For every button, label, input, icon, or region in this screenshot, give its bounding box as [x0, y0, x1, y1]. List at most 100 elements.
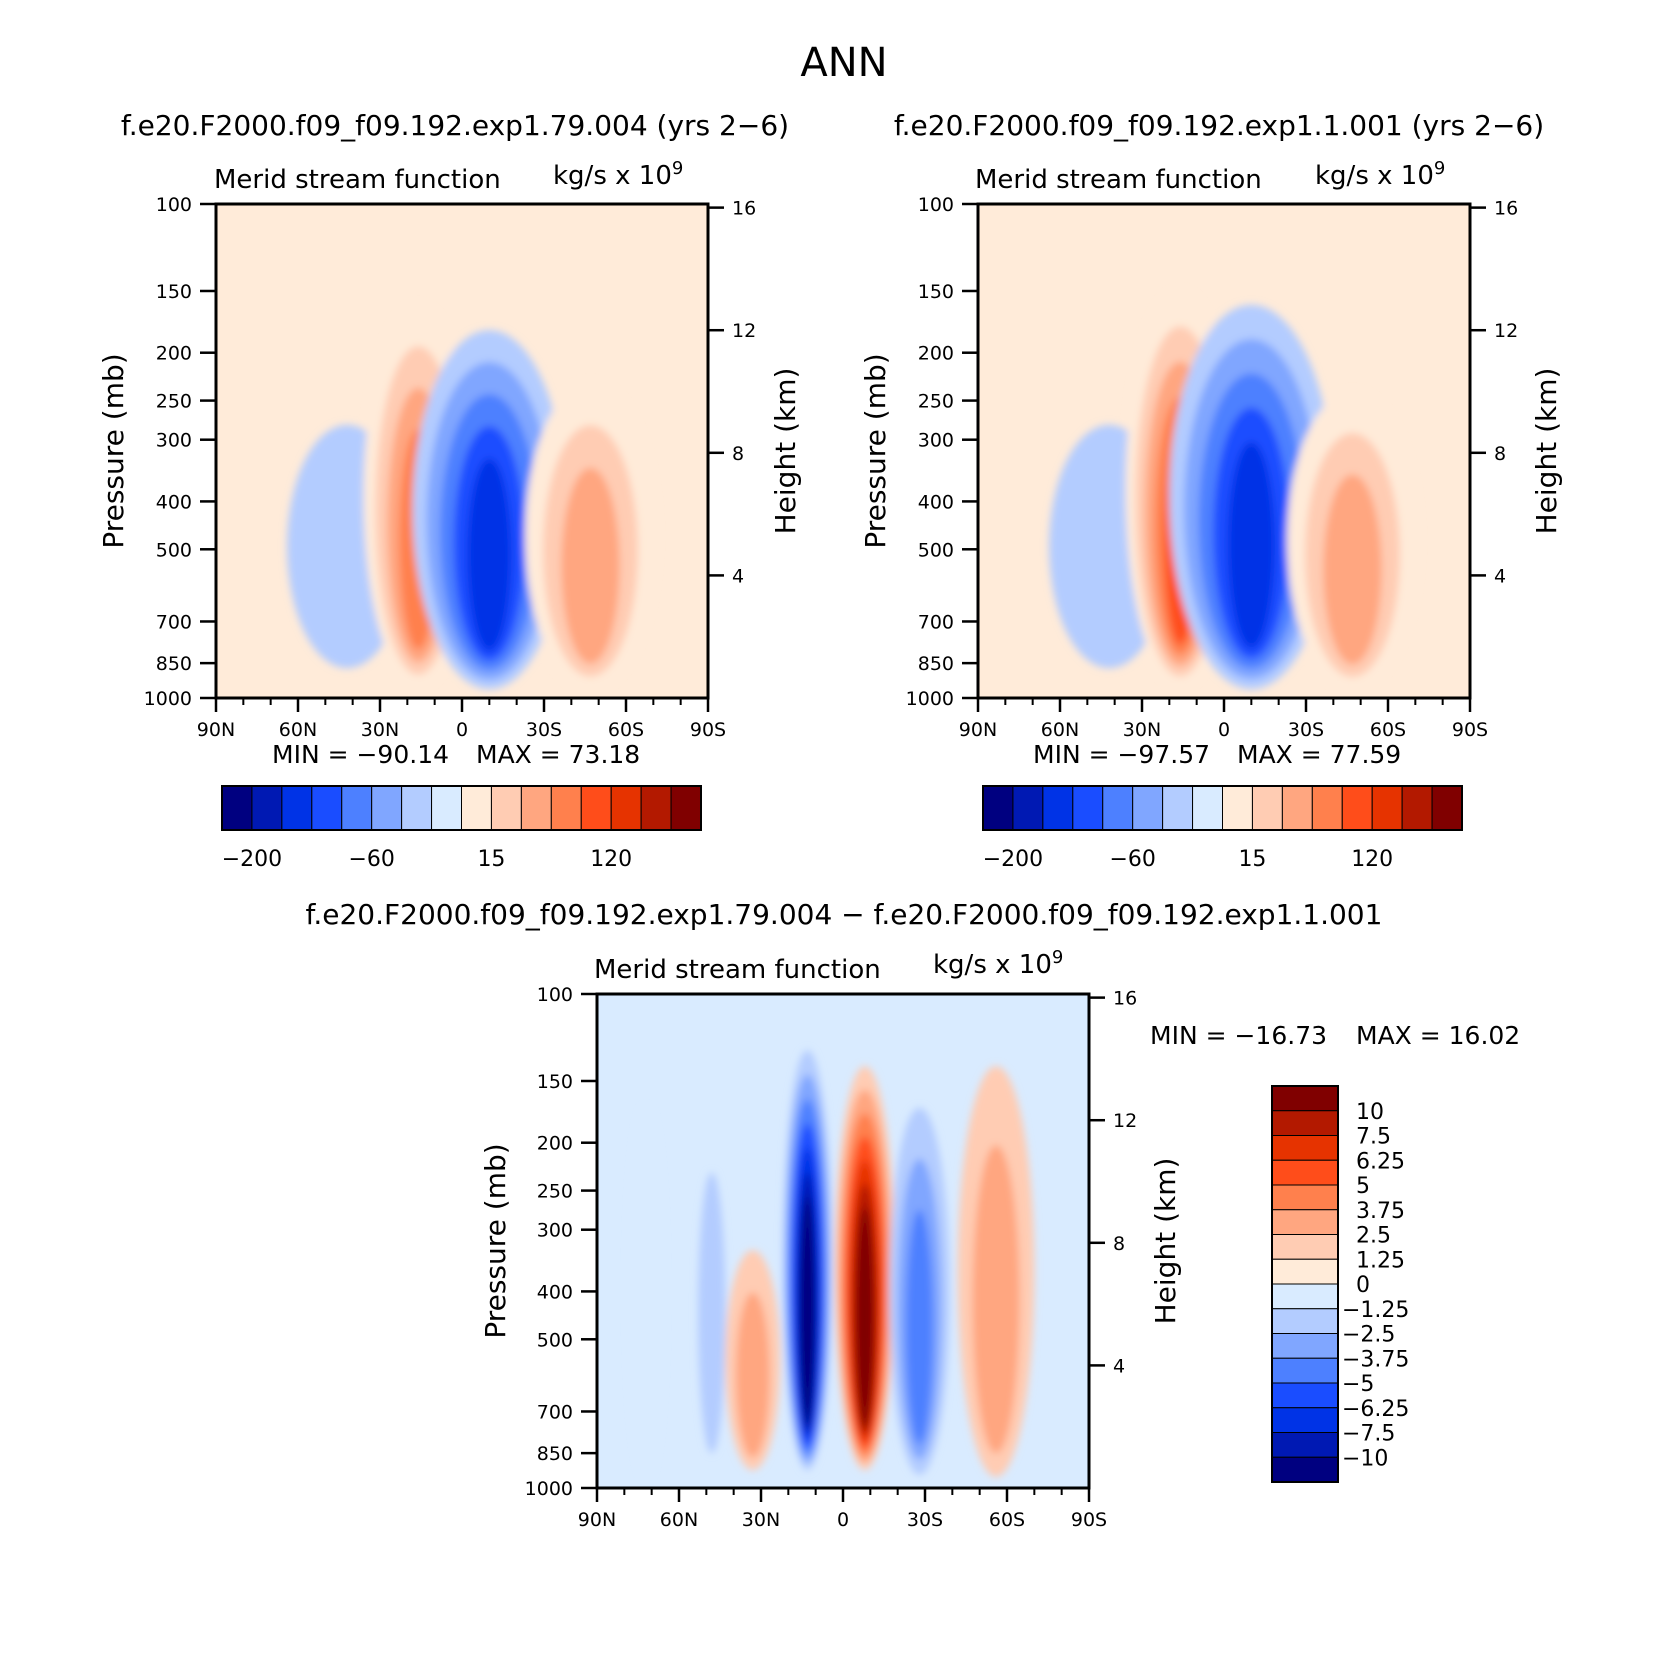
colorbar-swatch [1042, 785, 1074, 831]
colorbar-label: 3.75 [1356, 1199, 1405, 1224]
y-tick-label: 100 [537, 984, 573, 1006]
height-tick-label: 8 [732, 443, 744, 465]
x-tick-label: 0 [837, 1509, 849, 1531]
contour-cell [698, 1172, 726, 1454]
colorbar-swatch [982, 785, 1014, 831]
colorbar-swatch [1012, 785, 1044, 831]
y-tick-label: 850 [156, 653, 192, 675]
min-value: MIN = −90.14 [272, 740, 449, 769]
y-tick-label: 700 [156, 611, 192, 633]
colorbar-swatch [371, 785, 403, 831]
y-axis-label-right: Height (km) [1530, 368, 1563, 535]
subtitle-left: Merid stream function [975, 165, 1262, 195]
y-tick-label: 200 [537, 1133, 573, 1155]
colorbar-swatch [1271, 1407, 1339, 1433]
colorbar-swatch [1271, 1258, 1339, 1285]
y-tick-label: 100 [918, 194, 954, 216]
y-tick-label: 400 [156, 491, 192, 513]
x-tick-label: 30N [361, 719, 399, 741]
colorbar-label: −5 [1342, 1372, 1374, 1397]
y-tick-label: 250 [537, 1181, 573, 1203]
colorbar-label: 10 [1356, 1100, 1384, 1125]
y-tick-label: 300 [156, 430, 192, 452]
units-text: kg/s x 10 [933, 950, 1052, 980]
latitude-axis: 90N 60N 30N 0 30S 60S 90S [578, 1488, 1107, 1531]
y-tick-label: 150 [537, 1071, 573, 1093]
pressure-axis: 100 150 200 250 300 400 500 700 850 1000 [525, 984, 597, 1500]
colorbar-swatch [431, 785, 462, 831]
units-exponent: 9 [1434, 158, 1445, 179]
contour-cell [1227, 442, 1275, 649]
colorbar-swatch [281, 785, 313, 831]
height-tick-label: 4 [1113, 1355, 1125, 1377]
colorbar-swatch [221, 785, 253, 831]
y-tick-label: 300 [537, 1220, 573, 1242]
y-tick-label: 200 [156, 343, 192, 365]
subtitle-left: Merid stream function [214, 165, 501, 195]
y-tick-label: 250 [918, 391, 954, 413]
units-label: kg/s x 109 [1315, 158, 1445, 191]
colorbar-swatch [640, 785, 672, 831]
colorbar-swatch [1271, 1333, 1339, 1359]
colorbar-swatch [1271, 1357, 1339, 1384]
x-tick-label: 60S [1370, 719, 1406, 741]
y-axis-label: Pressure (mb) [859, 353, 892, 548]
y-tick-label: 700 [918, 611, 954, 633]
x-tick-label: 90S [1071, 1509, 1107, 1531]
colorbar-swatch [1162, 785, 1194, 831]
colorbar-swatch [1271, 1209, 1339, 1235]
x-tick-label: 30N [1123, 719, 1161, 741]
colorbar-swatch [1072, 785, 1104, 831]
colorbar-swatch [1271, 1283, 1339, 1310]
height-tick-label: 4 [732, 565, 744, 587]
colorbar-swatch [1251, 785, 1283, 831]
y-tick-label: 850 [537, 1443, 573, 1465]
colorbar-swatch [520, 785, 552, 831]
colorbar-swatch [1132, 785, 1164, 831]
y-tick-label: 1000 [144, 688, 192, 710]
colorbar-label: −60 [348, 847, 394, 872]
min-value: MIN = −97.57 [1033, 740, 1210, 769]
subtitle-left: Merid stream function [594, 955, 881, 985]
colorbar-frame [1271, 1085, 1339, 1483]
max-value: MAX = 73.18 [476, 740, 640, 769]
units-exponent: 9 [1052, 947, 1063, 968]
x-tick-label: 0 [1218, 719, 1230, 741]
colorbar: −200 −60 15 120 [221, 785, 702, 872]
colorbar-swatch [580, 785, 612, 831]
y-tick-label: 250 [156, 391, 192, 413]
colorbar-swatch [1341, 785, 1373, 831]
colorbar-label: 120 [1351, 847, 1393, 872]
colorbar-label: −6.25 [1342, 1397, 1409, 1422]
x-tick-label: 90N [578, 1509, 616, 1531]
units-text: kg/s x 10 [553, 161, 672, 191]
colorbar-swatch [490, 785, 522, 831]
y-tick-label: 700 [537, 1401, 573, 1423]
colorbar-swatch [1271, 1159, 1339, 1186]
colorbar-swatch [1271, 1085, 1339, 1112]
colorbar-label: 2.5 [1356, 1224, 1391, 1249]
max-value: MAX = 77.59 [1237, 740, 1401, 769]
colorbar-swatch [1271, 1135, 1339, 1161]
height-tick-label: 16 [732, 198, 756, 220]
colorbar-swatch [1271, 1456, 1339, 1483]
colorbar-label: 1.25 [1356, 1248, 1405, 1273]
colorbar-label: −2.5 [1342, 1323, 1395, 1348]
colorbar-frame [982, 785, 1463, 831]
colorbar-swatch [1271, 1234, 1339, 1260]
x-tick-label: 30N [742, 1509, 780, 1531]
x-tick-label: 0 [456, 719, 468, 741]
colorbar-label: 5 [1356, 1174, 1370, 1199]
colorbar-swatch [1222, 785, 1253, 831]
colorbar-label: −3.75 [1342, 1347, 1409, 1372]
contour-cell [802, 1221, 813, 1419]
height-axis: 4 8 12 16 [708, 198, 756, 587]
colorbar-swatch [610, 785, 642, 831]
x-tick-label: 90S [690, 719, 726, 741]
height-tick-label: 16 [1113, 988, 1137, 1010]
panel-title-3: f.e20.F2000.f09_f09.192.exp1.79.004 − f.… [306, 898, 1383, 931]
contour-cell [859, 1230, 871, 1421]
